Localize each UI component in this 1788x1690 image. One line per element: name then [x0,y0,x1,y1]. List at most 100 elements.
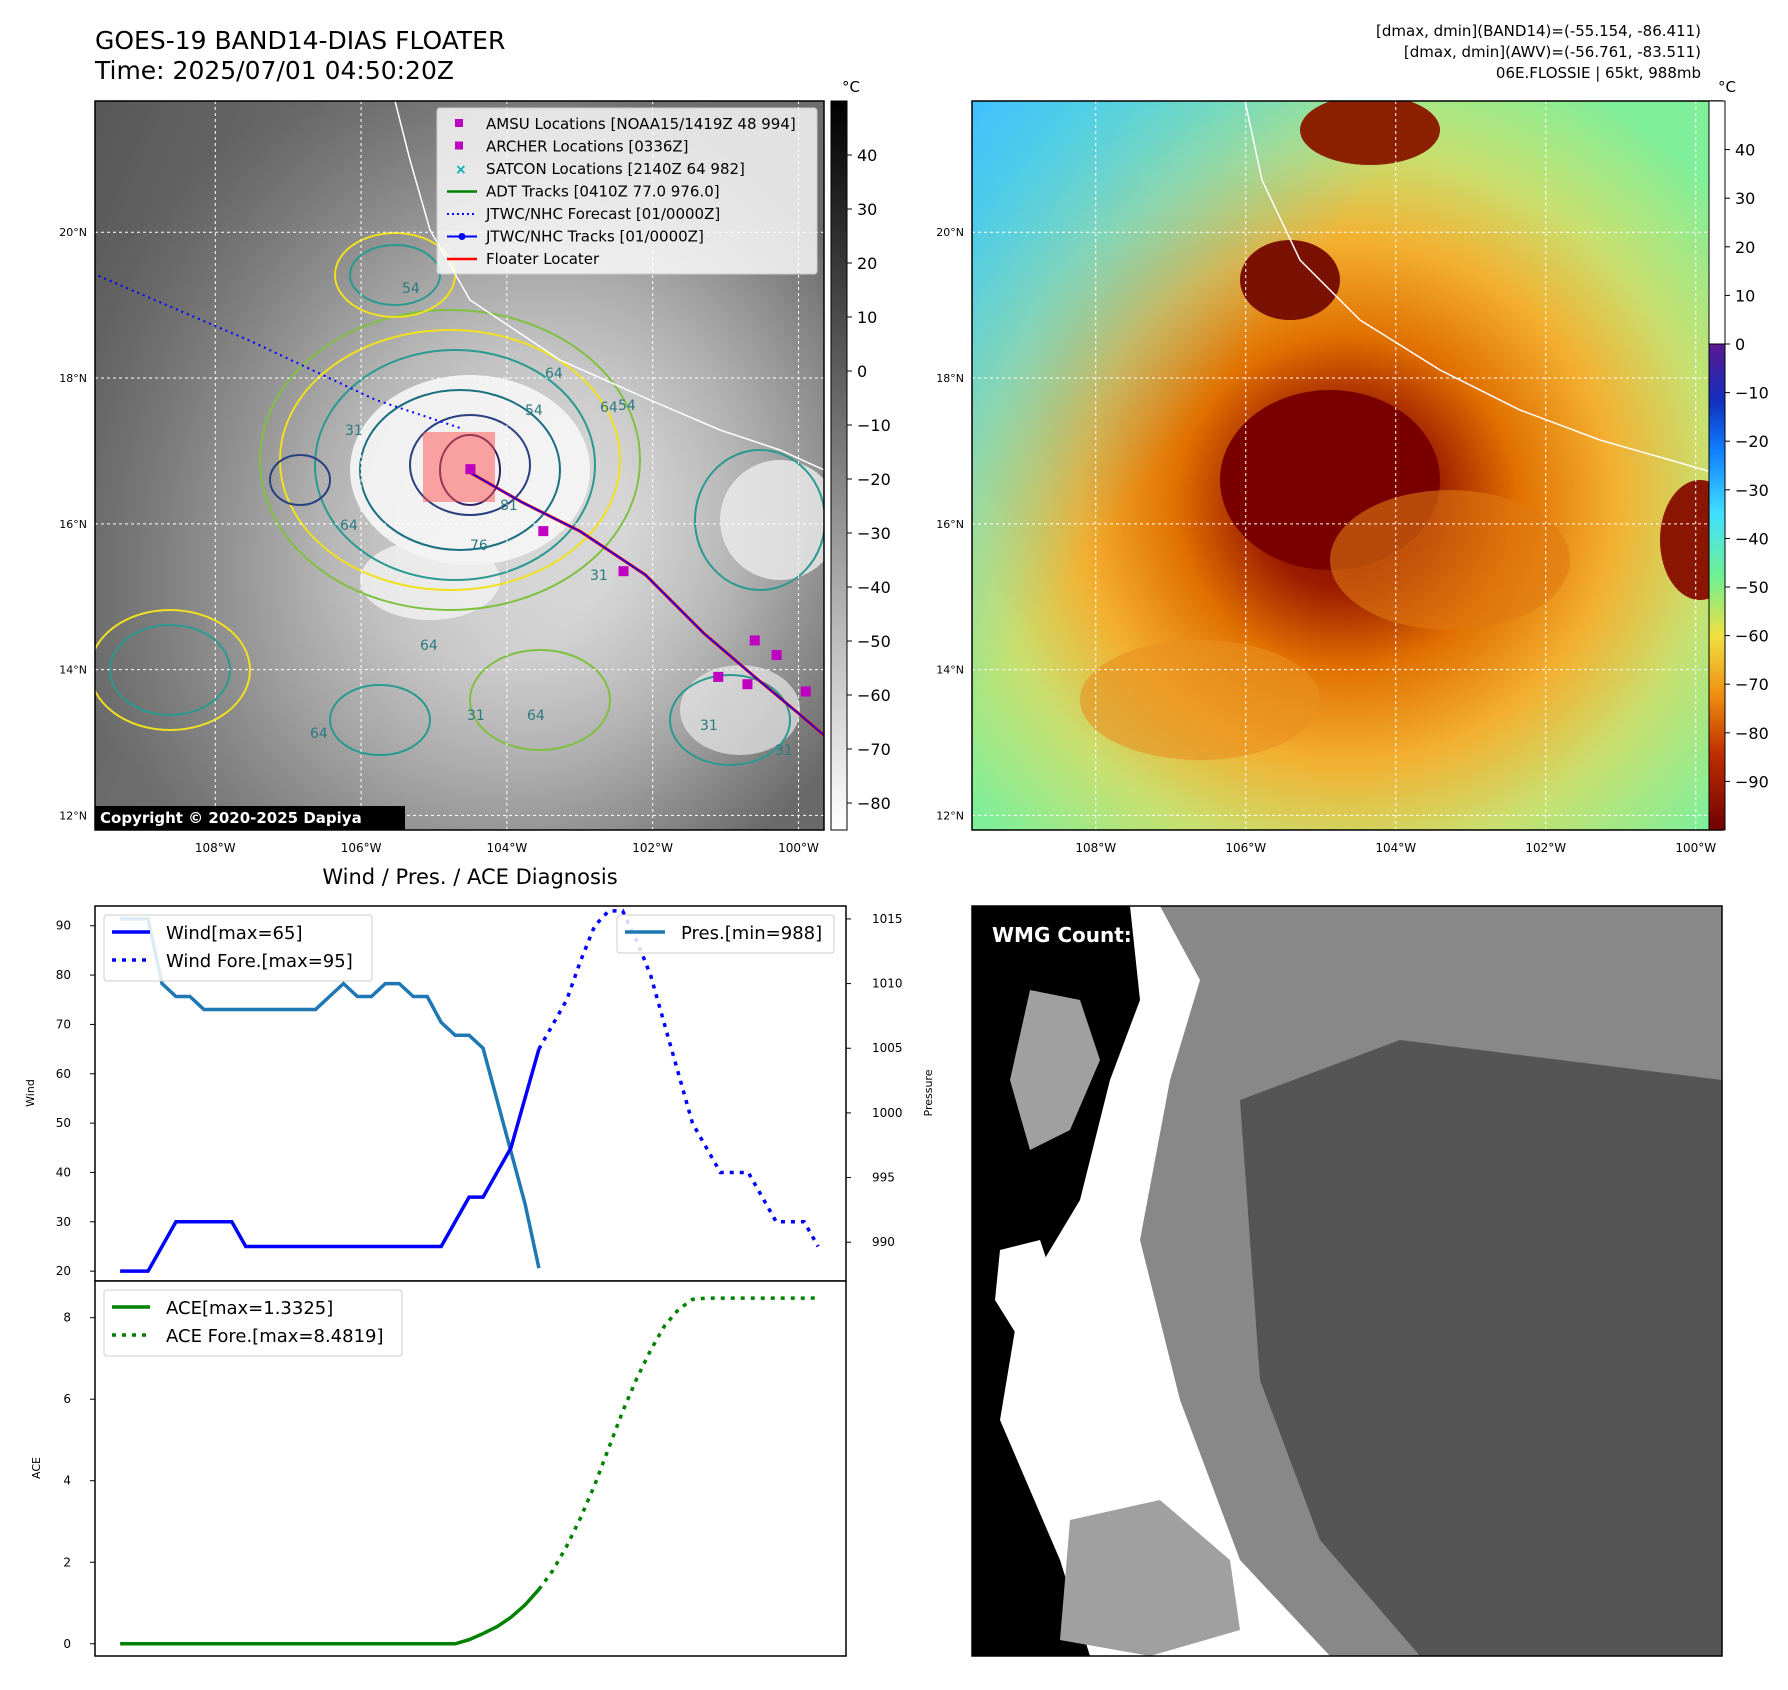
pressure-tick-label: 1005 [872,1041,903,1055]
wind-tick-label: 70 [56,1017,71,1031]
wmg-panel: WMG Count: 0 [971,905,1723,1657]
colorbar-tick-label: 40 [1735,141,1755,160]
ace-tick-label: 2 [63,1555,71,1569]
wind-tick-label: 20 [56,1264,71,1278]
map-legend [436,107,818,275]
lon-tick-label: 106°W [341,841,382,855]
amsu-point [800,686,811,697]
colorbar-tick-label: 30 [1735,189,1755,208]
pressure-tick-label: 1015 [872,912,903,926]
wind-tick-label: 50 [56,1116,71,1130]
contour-label: 64 [545,366,563,382]
contour-label: 64 [600,400,618,416]
amsu-point [771,650,782,661]
contour-label: 64 [420,638,438,654]
wmg-count-label: WMG Count: 0 [992,923,1153,947]
ace-legend [103,1289,403,1357]
colorbar-tick-label: −40 [857,578,891,597]
floater-box [423,432,495,502]
amsu-point [749,635,760,646]
pressure-tick-label: 990 [872,1235,895,1249]
colorbar-tick-label: 30 [857,200,877,219]
wind-tick-label: 90 [56,919,71,933]
legend-entry: Floater Locater [486,250,600,268]
lat-tick-label: 20°N [936,226,964,239]
colorbar-tick-label: −70 [1735,675,1769,694]
legend-entry: JTWC/NHC Forecast [01/0000Z] [485,205,720,223]
lat-tick-label: 16°N [936,518,964,531]
amsu-point [618,566,629,577]
wv-map-panel: 20°N 18°N 16°N 14°N 12°N 108°W 106°W 104°W 102°… [936,78,1769,855]
figure-time: Time: 2025/07/01 04:50:20Z [95,56,454,85]
wind-legend [103,914,373,982]
contour-label: 31 [467,708,485,724]
lon-tick-label: 102°W [632,841,673,855]
lat-tick-label: 20°N [59,226,87,239]
ace-tick-label: 6 [63,1392,71,1406]
wind-tick-label: 30 [56,1215,71,1229]
colorbar-tick-label: −70 [857,740,891,759]
colorbar-tick-label: 20 [857,254,877,273]
lon-tick-label: 108°W [1075,841,1116,855]
diagnosis-title: Wind / Pres. / ACE Diagnosis [322,865,617,889]
ir-colorbar-unit: °C [842,78,860,96]
lon-tick-label: 102°W [1525,841,1566,855]
contour-label: 64 [527,708,545,724]
contour-label: 31 [700,718,718,734]
lon-tick-label: 100°W [778,841,819,855]
pressure-legend-label: Pres.[min=988] [681,923,822,944]
lat-tick-label: 12°N [59,809,87,822]
wind-tick-label: 40 [56,1165,71,1179]
dmax-band14-info: [dmax, dmin](BAND14)=(-55.154, -86.411) [1376,22,1701,40]
colorbar-tick-label: −50 [857,632,891,651]
colorbar-tick-label: −20 [857,470,891,489]
ir-colorbar [830,100,848,831]
legend-entry: ARCHER Locations [0336Z] [486,138,689,156]
legend-entry: JTWC/NHC Tracks [01/0000Z] [485,228,704,246]
colorbar-tick-label: −10 [857,416,891,435]
wind-line [120,1048,541,1273]
wv-colorbar-top [1708,100,1726,345]
legend-entry: ADT Tracks [0410Z 77.0 976.0] [486,183,720,201]
colorbar-tick-label: −60 [857,686,891,705]
contour-label: 31 [775,743,793,759]
legend-entry: SATCON Locations [2140Z 64 982] [486,160,745,178]
pressure-legend [616,914,835,954]
colorbar-tick-label: −30 [1735,481,1769,500]
dmax-awv-info: [dmax, dmin](AWV)=(-56.761, -83.511) [1403,43,1701,61]
svg-text:×: × [455,162,467,178]
figure-title: GOES-19 BAND14-DIAS FLOATER [95,26,506,55]
lat-tick-label: 18°N [936,372,964,385]
ace-fore-legend-label: ACE Fore.[max=8.4819] [166,1326,384,1347]
lat-tick-label: 16°N [59,518,87,531]
colorbar-tick-label: 0 [1735,335,1745,354]
colorbar-tick-label: 20 [1735,238,1755,257]
colorbar-tick-label: −80 [1735,724,1769,743]
colorbar-tick-label: 40 [857,146,877,165]
lon-tick-label: 104°W [1375,841,1416,855]
lat-tick-label: 18°N [59,372,87,385]
wind-tick-label: 60 [56,1067,71,1081]
colorbar-tick-label: −50 [1735,578,1769,597]
ace-tick-label: 4 [63,1474,71,1488]
wv-colorbar-unit: °C [1718,78,1736,96]
colorbar-tick-label: −20 [1735,432,1769,451]
colorbar-tick-label: 10 [857,308,877,327]
wind-legend-label: Wind[max=65] [166,923,303,944]
contour-label: 64 [340,518,358,534]
colorbar-tick-label: −40 [1735,529,1769,548]
contour-label: 81 [500,498,518,514]
lon-tick-label: 104°W [486,841,527,855]
pressure-axis-label: Pressure [922,1069,935,1116]
forecast-track [98,275,464,430]
wind-axis-label: Wind [24,1079,37,1107]
pressure-tick-label: 1010 [872,977,903,991]
ace-forecast-line [537,1296,819,1591]
legend-entry: AMSU Locations [NOAA15/1419Z 48 994] [486,115,796,133]
ace-tick-label: 8 [63,1311,71,1325]
ace-legend-label: ACE[max=1.3325] [166,1298,333,1319]
wind-forecast-line [537,909,820,1248]
pressure-tick-label: 1000 [872,1106,903,1120]
